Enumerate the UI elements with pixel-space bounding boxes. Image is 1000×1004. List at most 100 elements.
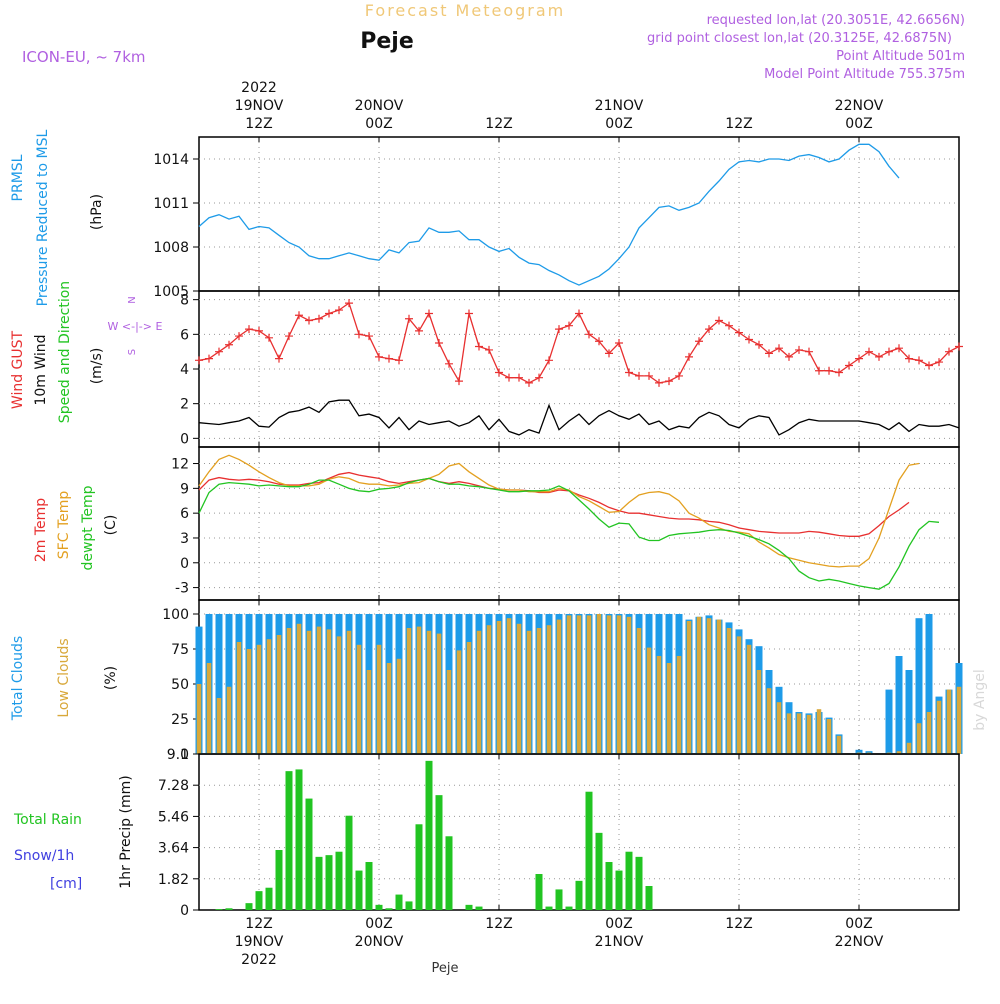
wind-direction-label: Speed and Direction [57,281,73,423]
low-clouds-label: Low Clouds [56,638,72,717]
gust-marker [555,325,563,334]
gust-marker [505,373,513,382]
bar [365,862,373,910]
y-tick-label: 1.82 [158,872,189,888]
sfc-temp-label: SFC Temp [56,491,72,560]
bottom-year-label: 2022 [241,952,277,968]
bar [645,886,653,910]
bar [276,635,282,754]
bar [285,771,293,910]
gust-marker [205,354,213,363]
bar [756,670,762,754]
gust-marker [635,371,643,380]
bar [416,626,422,754]
gust-marker [925,361,933,370]
bar [616,615,622,754]
bar [956,686,962,754]
y-tick-label: 1011 [153,196,189,212]
gust-marker [525,378,533,387]
bar [545,906,553,910]
bar [646,647,652,754]
bar [855,749,863,754]
bar [236,642,242,754]
y-tick-label: 4 [180,362,189,378]
precip-unit: 1hr Precip (mm) [118,775,134,888]
bar [606,615,612,754]
top-time-label: 12Z [485,116,512,132]
bar [446,670,452,754]
bar [766,688,772,754]
bar [296,623,302,754]
bottom-date-label: 21NOV [595,934,644,950]
y-tick-label: 6 [180,506,189,522]
pressure-label-1: PRMSL [10,154,26,201]
bar [255,891,263,910]
bar [386,663,392,754]
bar [555,889,563,910]
gust-marker [755,340,763,349]
bar [806,714,812,754]
bar [925,614,933,754]
bar [355,870,363,910]
y-tick-label: 0 [180,556,189,572]
bar [816,709,822,754]
temp-unit: (C) [103,515,119,536]
y-tick-label: 5.46 [158,809,189,825]
compass-s: S [127,349,138,355]
bar [915,618,923,754]
bar [225,908,233,910]
top-date-label: 20NOV [355,98,404,114]
bar [475,906,483,910]
wind-unit: (m/s) [89,348,105,385]
gust-marker [675,371,683,380]
gust-marker [215,347,223,356]
bar [405,901,413,910]
bar [215,909,223,910]
snow-label: Snow/1h [14,848,74,864]
bar [366,670,372,754]
bar [425,760,433,910]
gust-marker [325,309,333,318]
top-date-label: 21NOV [595,98,644,114]
requested-coords: requested lon,lat (20.3051E, 42.6656N) [707,13,965,28]
gust-marker [825,366,833,375]
bar [436,633,442,754]
top-time-label: 00Z [365,116,392,132]
bar [585,791,593,910]
gust-marker [305,316,313,325]
location-title: Peje [360,29,414,54]
clouds-unit: (%) [103,666,119,690]
gust-marker [955,342,963,351]
bar [345,815,353,910]
gust-marker [275,354,283,363]
y-tick-label: -3 [175,581,189,597]
bar [395,894,403,910]
gust-marker [225,340,233,349]
gust-marker [475,342,483,351]
gust-marker [895,344,903,353]
gust-label: Wind GUST [10,330,26,409]
bottom-time-label: 12Z [245,916,272,932]
gust-marker [885,347,893,356]
bar [415,824,423,910]
series-line [198,143,900,286]
pressure-label-2: Pressure Reduced to MSL [35,129,51,306]
bar [706,618,712,754]
bottom-date-label: 20NOV [355,934,404,950]
top-date-label: 22NOV [835,98,884,114]
bar [926,712,932,754]
bar [656,656,662,754]
gust-marker [785,352,793,361]
bar [346,630,352,754]
bar [565,906,573,910]
bar [635,856,643,910]
bottom-time-label: 12Z [485,916,512,932]
bar [946,689,952,754]
gust-marker [265,333,273,342]
gust-marker [395,356,403,365]
bar [605,862,613,910]
bar [826,719,832,754]
bar [636,628,642,754]
y-tick-label: 0 [180,903,189,919]
